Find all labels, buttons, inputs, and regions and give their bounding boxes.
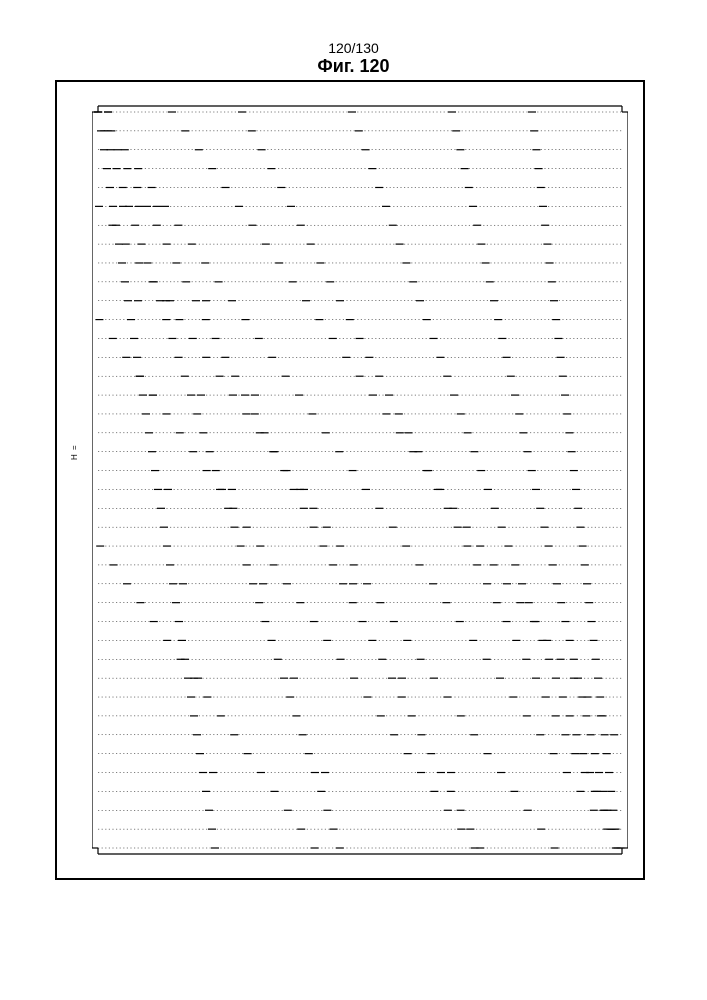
page-number: 120/130 — [0, 40, 707, 56]
top-bracket — [98, 106, 622, 112]
page: 120/130 Фиг. 120 H = — [0, 0, 707, 1000]
figure-caption: Фиг. 120 — [0, 56, 707, 77]
dash-marks — [94, 112, 625, 848]
right-bracket — [622, 112, 628, 848]
y-axis-mini-label: H = — [70, 444, 79, 460]
dotted-rows — [98, 112, 622, 848]
plot-svg — [92, 98, 628, 862]
bottom-bracket — [98, 848, 622, 854]
interference-plot — [92, 98, 628, 862]
left-bracket — [92, 112, 98, 848]
